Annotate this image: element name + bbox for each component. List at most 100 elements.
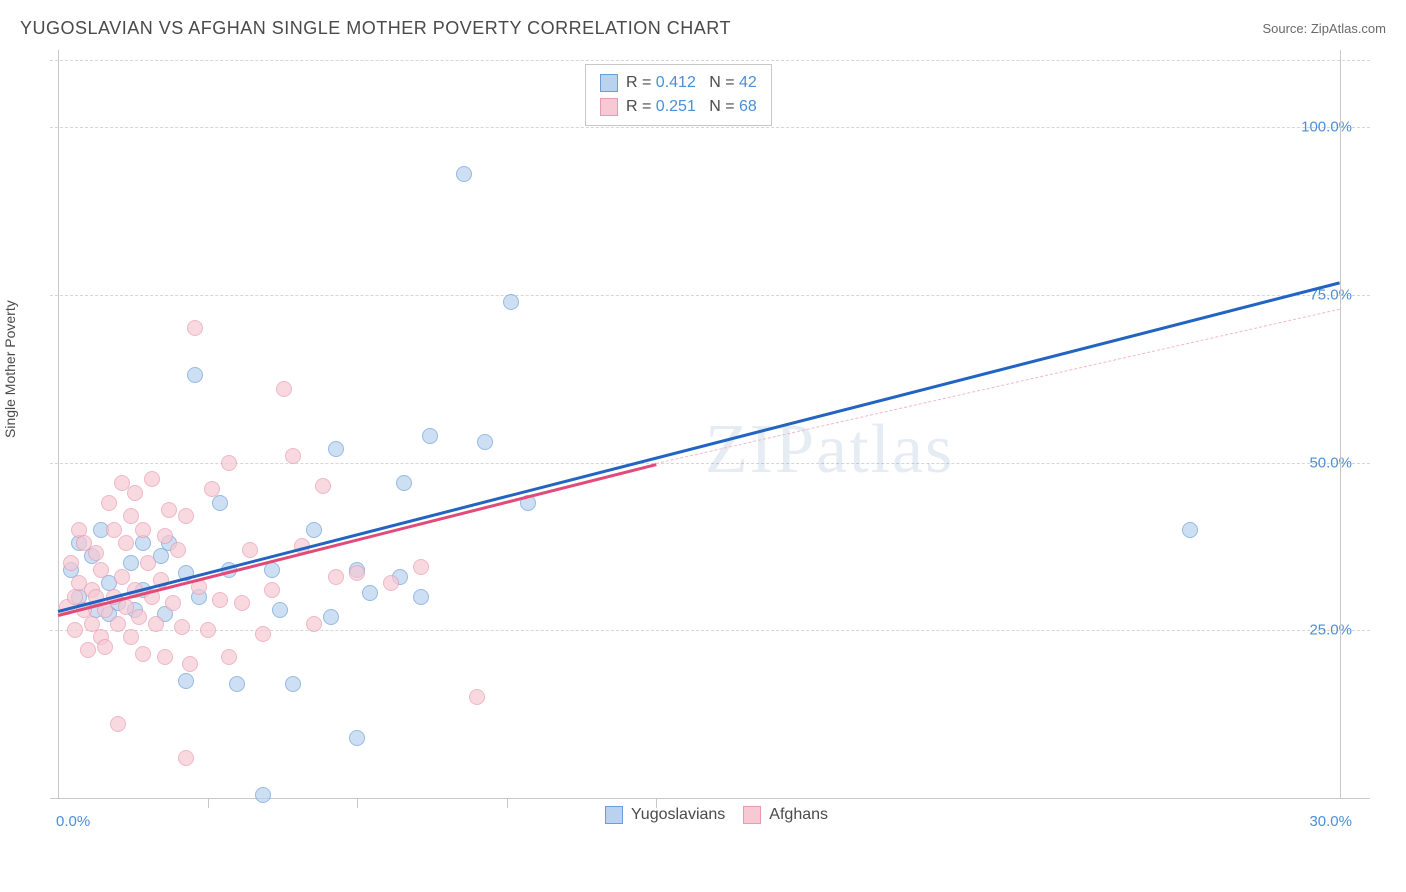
data-point xyxy=(328,441,344,457)
data-point xyxy=(285,676,301,692)
data-point xyxy=(1182,522,1198,538)
data-point xyxy=(349,565,365,581)
data-point xyxy=(88,545,104,561)
source-value: ZipAtlas.com xyxy=(1311,21,1386,36)
data-point xyxy=(187,320,203,336)
data-point xyxy=(383,575,399,591)
legend-label: Yugoslavians xyxy=(631,806,725,824)
data-point xyxy=(157,528,173,544)
data-point xyxy=(234,595,250,611)
data-point xyxy=(503,294,519,310)
x-tick-label: 0.0% xyxy=(56,813,90,830)
data-point xyxy=(131,609,147,625)
data-point xyxy=(165,595,181,611)
y-tick-label: 100.0% xyxy=(1301,119,1352,136)
data-point xyxy=(349,730,365,746)
data-point xyxy=(413,559,429,575)
data-point xyxy=(118,535,134,551)
trend-line xyxy=(58,281,1341,612)
grid-line xyxy=(50,295,1370,296)
legend-row: R = 0.412 N = 42 xyxy=(600,71,757,95)
data-point xyxy=(323,609,339,625)
data-point xyxy=(101,495,117,511)
data-point xyxy=(276,381,292,397)
data-point xyxy=(264,562,280,578)
legend-swatch xyxy=(743,806,761,824)
data-point xyxy=(140,555,156,571)
x-tick xyxy=(507,798,508,808)
data-point xyxy=(135,522,151,538)
grid-line xyxy=(50,630,1370,631)
data-point xyxy=(110,716,126,732)
data-point xyxy=(212,592,228,608)
x-tick xyxy=(357,798,358,808)
data-point xyxy=(200,622,216,638)
legend-correlation: R = 0.412 N = 42R = 0.251 N = 68 xyxy=(585,64,772,126)
data-point xyxy=(362,585,378,601)
x-tick-label: 30.0% xyxy=(1309,813,1352,830)
legend-swatch xyxy=(600,74,618,92)
y-axis-line xyxy=(58,50,59,798)
scatter-chart: 25.0%50.0%75.0%100.0%0.0%30.0%ZIPatlasR … xyxy=(50,50,1370,830)
legend-stats: R = 0.251 N = 68 xyxy=(626,95,757,119)
y-axis-line-right xyxy=(1340,50,1341,798)
y-axis-label: Single Mother Poverty xyxy=(2,300,18,438)
watermark: ZIPatlas xyxy=(705,410,954,490)
data-point xyxy=(67,622,83,638)
data-point xyxy=(242,542,258,558)
data-point xyxy=(396,475,412,491)
data-point xyxy=(80,642,96,658)
legend-row: R = 0.251 N = 68 xyxy=(600,95,757,119)
data-point xyxy=(178,508,194,524)
data-point xyxy=(97,639,113,655)
data-point xyxy=(328,569,344,585)
data-point xyxy=(272,602,288,618)
data-point xyxy=(123,629,139,645)
data-point xyxy=(148,616,164,632)
data-point xyxy=(110,616,126,632)
data-point xyxy=(221,649,237,665)
legend-label: Afghans xyxy=(769,806,828,824)
data-point xyxy=(204,481,220,497)
grid-line xyxy=(50,60,1370,61)
data-point xyxy=(306,522,322,538)
legend-stats: R = 0.412 N = 42 xyxy=(626,71,757,95)
chart-header: YUGOSLAVIAN VS AFGHAN SINGLE MOTHER POVE… xyxy=(20,18,1386,39)
chart-title: YUGOSLAVIAN VS AFGHAN SINGLE MOTHER POVE… xyxy=(20,18,731,39)
data-point xyxy=(170,542,186,558)
data-point xyxy=(93,562,109,578)
data-point xyxy=(182,656,198,672)
data-point xyxy=(212,495,228,511)
x-axis-line xyxy=(50,798,1370,799)
data-point xyxy=(221,455,237,471)
y-tick-label: 50.0% xyxy=(1309,454,1352,471)
legend-series: Yugoslavians Afghans xyxy=(605,806,828,824)
data-point xyxy=(255,787,271,803)
data-point xyxy=(255,626,271,642)
source-label: Source: xyxy=(1262,21,1310,36)
data-point xyxy=(469,689,485,705)
data-point xyxy=(178,673,194,689)
data-point xyxy=(174,619,190,635)
data-point xyxy=(315,478,331,494)
data-point xyxy=(187,367,203,383)
data-point xyxy=(123,508,139,524)
data-point xyxy=(477,434,493,450)
data-point xyxy=(178,750,194,766)
legend-item: Yugoslavians xyxy=(605,806,725,824)
data-point xyxy=(456,166,472,182)
data-point xyxy=(157,649,173,665)
trend-line-dashed xyxy=(656,308,1340,463)
source-attribution: Source: ZipAtlas.com xyxy=(1262,21,1386,36)
data-point xyxy=(114,569,130,585)
y-tick-label: 25.0% xyxy=(1309,622,1352,639)
data-point xyxy=(135,646,151,662)
data-point xyxy=(413,589,429,605)
legend-swatch xyxy=(605,806,623,824)
data-point xyxy=(106,522,122,538)
x-tick xyxy=(208,798,209,808)
grid-line xyxy=(50,463,1370,464)
data-point xyxy=(63,555,79,571)
data-point xyxy=(229,676,245,692)
data-point xyxy=(144,471,160,487)
